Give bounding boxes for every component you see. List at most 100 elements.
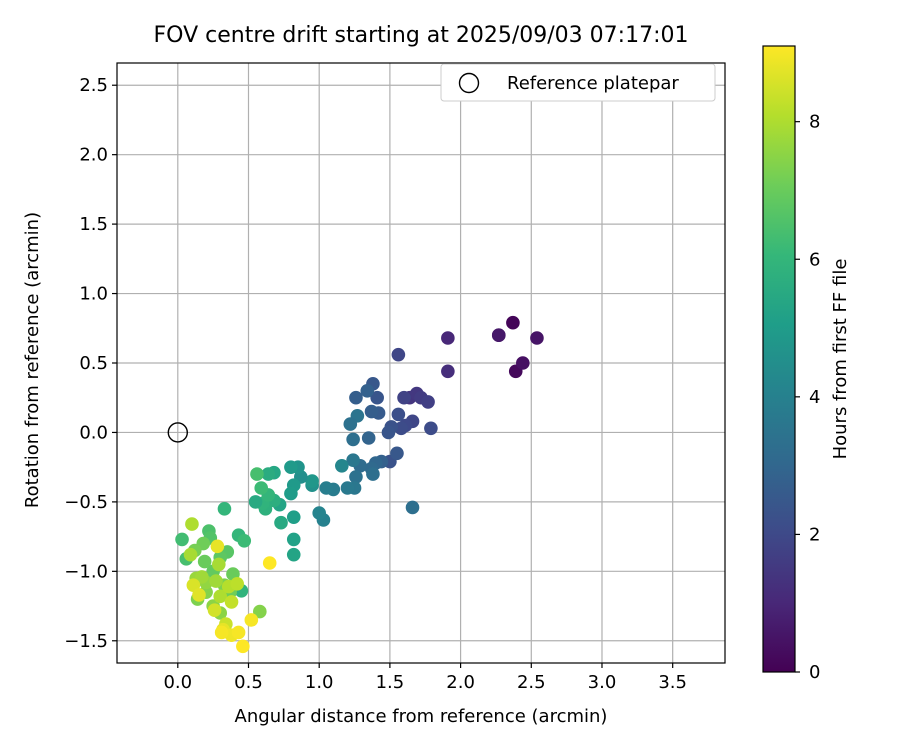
data-point: [346, 432, 360, 447]
data-point: [254, 481, 269, 495]
data-point: [516, 356, 530, 370]
y-tick-label: 2.0: [79, 145, 108, 166]
x-axis-ticks: 0.0 0.5 1.0 1.5 2.0 2.5 3.0 3.5: [163, 663, 687, 693]
data-point: [261, 467, 276, 481]
x-tick-label: 3.5: [658, 672, 687, 693]
legend-box: [440, 63, 716, 102]
colorbar-gradient: [762, 45, 796, 673]
colorbar-tick-label: 2: [809, 524, 820, 545]
data-point: [319, 481, 334, 495]
data-point: [421, 395, 435, 409]
x-tick-label: 0.5: [234, 672, 263, 693]
data-point: [349, 390, 363, 405]
data-point: [366, 467, 380, 481]
y-axis-ticks: −1.5 −1.0 −0.5 0.0 0.5 1.0 1.5 2.0 2.5: [64, 75, 117, 652]
data-point: [397, 390, 411, 405]
data-point: [195, 570, 209, 584]
data-point: [441, 331, 455, 345]
data-point: [214, 625, 229, 640]
reference-marker: [167, 422, 189, 443]
data-point: [230, 577, 244, 591]
y-axis-label: Rotation from reference (arcmin): [22, 212, 43, 508]
data-point: [364, 404, 379, 419]
data-point: [212, 557, 226, 572]
data-point: [207, 603, 222, 618]
data-point: [197, 554, 212, 569]
colorbar-label: Hours from first FF file: [830, 259, 851, 460]
data-point: [284, 460, 298, 474]
data-point: [236, 639, 250, 654]
legend-marker: [458, 72, 480, 94]
grid-lines: [117, 63, 725, 663]
data-point: [250, 467, 264, 481]
colorbar-tick-label: 0: [809, 662, 820, 683]
data-point: [244, 613, 259, 627]
y-tick-label: 1.5: [79, 214, 108, 235]
y-tick-label: 2.5: [79, 75, 108, 96]
data-point: [391, 407, 406, 422]
y-tick-label: −1.0: [64, 561, 108, 582]
data-point: [192, 588, 206, 602]
data-point: [286, 510, 301, 524]
data-point: [224, 595, 239, 609]
data-point: [405, 500, 420, 515]
x-tick-label: 1.0: [305, 672, 334, 693]
chart-title: FOV centre drift starting at 2025/09/03 …: [154, 23, 689, 48]
data-point: [491, 328, 506, 343]
x-tick-label: 3.0: [588, 672, 617, 693]
data-point: [361, 431, 376, 445]
x-axis-label: Angular distance from reference (arcmin): [235, 706, 608, 727]
legend: Reference platepar: [440, 63, 716, 102]
data-point: [185, 517, 199, 531]
x-tick-label: 0.0: [163, 672, 192, 693]
data-point: [340, 481, 355, 495]
data-point: [209, 574, 223, 588]
data-point: [506, 315, 520, 330]
x-tick-label: 2.5: [517, 672, 546, 693]
data-point: [274, 515, 288, 530]
colorbar-tick-label: 6: [809, 249, 820, 270]
data-point: [210, 539, 225, 554]
data-point: [349, 470, 363, 484]
data-point: [424, 421, 438, 436]
data-point: [381, 425, 396, 440]
data-point: [248, 495, 263, 509]
data-point: [231, 625, 246, 640]
data-point: [175, 532, 189, 547]
x-tick-label: 2.0: [446, 672, 475, 693]
data-point: [394, 421, 409, 436]
y-tick-label: 0.5: [79, 353, 108, 374]
data-points: [175, 315, 544, 654]
data-point: [286, 532, 301, 547]
data-point: [217, 502, 232, 516]
data-point: [530, 331, 544, 345]
data-point: [284, 486, 298, 501]
data-point: [237, 533, 252, 548]
data-point: [335, 458, 349, 473]
data-point: [262, 556, 277, 570]
x-tick-label: 1.5: [376, 672, 405, 693]
data-point: [360, 383, 375, 398]
reference-point: [167, 422, 189, 443]
data-point: [286, 547, 301, 562]
y-tick-label: −0.5: [64, 492, 108, 513]
data-point: [312, 506, 326, 520]
data-point: [253, 604, 267, 619]
data-point: [391, 347, 406, 362]
colorbar-tick-label: 4: [809, 387, 820, 408]
data-point: [370, 390, 384, 405]
data-point: [390, 446, 404, 461]
data-point: [183, 547, 198, 562]
colorbar-tick-label: 8: [809, 112, 820, 133]
data-point: [346, 453, 360, 468]
y-tick-label: 1.0: [79, 284, 108, 305]
colorbar-ticks: 0 2 4 6 8: [795, 112, 820, 683]
data-point: [305, 474, 319, 488]
y-tick-label: −1.5: [64, 631, 108, 652]
data-point: [213, 589, 228, 604]
data-point: [343, 417, 358, 431]
legend-entry: Reference platepar: [507, 73, 679, 94]
y-tick-label: 0.0: [79, 422, 108, 443]
colorbar: 0 2 4 6 8 Hours from first FF file: [762, 45, 851, 683]
